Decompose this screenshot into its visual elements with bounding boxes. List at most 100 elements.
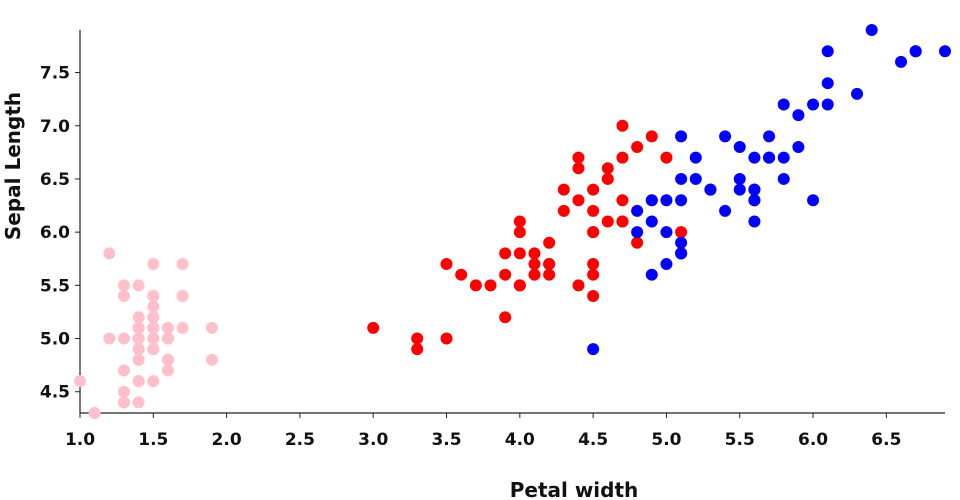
x-tick-label: 4.0 bbox=[505, 430, 535, 450]
data-point-series-2 bbox=[440, 332, 453, 345]
data-point-series-2 bbox=[587, 258, 600, 271]
data-point-series-2 bbox=[513, 247, 526, 260]
data-point-series-3 bbox=[733, 183, 746, 196]
x-tick-label: 6.5 bbox=[871, 430, 901, 450]
data-point-series-3 bbox=[821, 77, 834, 90]
y-tick-label: 6.5 bbox=[40, 170, 70, 190]
data-point-series-2 bbox=[557, 204, 570, 217]
data-point-series-2 bbox=[367, 321, 380, 334]
data-point-series-2 bbox=[411, 332, 424, 345]
data-point-series-2 bbox=[587, 183, 600, 196]
data-point-series-3 bbox=[660, 226, 673, 239]
data-point-series-3 bbox=[865, 24, 878, 36]
data-point-series-2 bbox=[528, 247, 541, 260]
data-point-series-2 bbox=[660, 151, 673, 164]
data-point-series-2 bbox=[572, 151, 585, 164]
data-point-series-1 bbox=[147, 375, 160, 388]
data-point-series-2 bbox=[411, 343, 424, 356]
data-point-series-2 bbox=[440, 258, 453, 271]
data-point-series-3 bbox=[821, 98, 834, 111]
data-point-series-3 bbox=[895, 55, 908, 68]
data-point-series-2 bbox=[513, 279, 526, 292]
y-tick-label: 7.0 bbox=[40, 117, 70, 137]
data-point-series-1 bbox=[117, 332, 130, 345]
data-point-series-2 bbox=[616, 194, 629, 207]
x-tick-label: 1.0 bbox=[65, 430, 95, 450]
data-point-series-3 bbox=[792, 109, 805, 122]
data-point-series-3 bbox=[689, 172, 702, 185]
data-point-series-3 bbox=[719, 204, 732, 217]
data-point-series-1 bbox=[147, 311, 160, 324]
data-point-series-1 bbox=[132, 353, 145, 366]
data-point-series-1 bbox=[132, 311, 145, 324]
x-tick-label: 2.5 bbox=[285, 430, 315, 450]
x-tick-label: 2.0 bbox=[212, 430, 242, 450]
data-point-series-3 bbox=[675, 172, 688, 185]
data-point-series-1 bbox=[147, 332, 160, 345]
data-point-series-3 bbox=[939, 45, 951, 58]
data-point-series-2 bbox=[601, 172, 614, 185]
data-point-series-3 bbox=[777, 98, 790, 111]
data-point-series-3 bbox=[748, 194, 761, 207]
data-point-series-1 bbox=[205, 353, 218, 366]
data-point-series-3 bbox=[821, 45, 834, 58]
data-point-series-1 bbox=[132, 279, 145, 292]
data-point-series-3 bbox=[748, 183, 761, 196]
data-point-series-1 bbox=[103, 332, 116, 345]
data-point-series-3 bbox=[851, 87, 864, 100]
data-point-series-3 bbox=[704, 183, 717, 196]
data-point-series-2 bbox=[616, 151, 629, 164]
data-point-series-3 bbox=[733, 172, 746, 185]
data-point-series-1 bbox=[161, 332, 174, 345]
data-point-series-3 bbox=[631, 226, 644, 239]
x-tick-label: 6.0 bbox=[798, 430, 828, 450]
data-point-series-1 bbox=[74, 375, 86, 388]
y-tick-label: 5.0 bbox=[40, 330, 70, 350]
y-axis-title: Sepal Length bbox=[1, 92, 25, 240]
data-point-series-2 bbox=[513, 215, 526, 228]
data-point-series-1 bbox=[147, 300, 160, 313]
data-point-series-2 bbox=[543, 258, 556, 271]
y-tick-label: 4.5 bbox=[40, 383, 70, 403]
x-tick-label: 5.0 bbox=[651, 430, 681, 450]
data-point-series-2 bbox=[587, 289, 600, 302]
data-point-series-3 bbox=[807, 98, 820, 111]
data-point-series-2 bbox=[484, 279, 497, 292]
x-tick-label: 3.5 bbox=[431, 430, 461, 450]
x-tick-label: 3.0 bbox=[358, 430, 388, 450]
data-point-series-2 bbox=[572, 194, 585, 207]
data-point-series-1 bbox=[117, 364, 130, 377]
data-point-series-3 bbox=[675, 236, 688, 249]
data-point-series-1 bbox=[103, 247, 116, 260]
data-point-series-2 bbox=[499, 311, 512, 324]
data-point-series-1 bbox=[147, 289, 160, 302]
data-point-series-2 bbox=[557, 183, 570, 196]
data-point-series-2 bbox=[572, 162, 585, 175]
data-point-series-1 bbox=[147, 321, 160, 334]
data-point-series-2 bbox=[528, 268, 541, 281]
data-point-series-2 bbox=[587, 268, 600, 281]
data-point-series-2 bbox=[631, 141, 644, 154]
data-point-series-1 bbox=[132, 321, 145, 334]
data-point-series-2 bbox=[499, 268, 512, 281]
data-point-series-2 bbox=[587, 204, 600, 217]
data-point-series-1 bbox=[176, 258, 189, 271]
y-tick-label: 6.0 bbox=[40, 223, 70, 243]
data-point-series-1 bbox=[161, 321, 174, 334]
data-point-series-2 bbox=[616, 119, 629, 132]
y-tick-label: 7.5 bbox=[40, 64, 70, 84]
data-point-series-1 bbox=[132, 375, 145, 388]
data-point-series-3 bbox=[689, 151, 702, 164]
data-point-series-1 bbox=[176, 321, 189, 334]
data-point-series-2 bbox=[645, 130, 658, 143]
data-point-series-3 bbox=[645, 194, 658, 207]
data-point-series-2 bbox=[513, 226, 526, 239]
data-point-series-3 bbox=[645, 268, 658, 281]
data-point-series-1 bbox=[117, 396, 130, 409]
data-point-series-2 bbox=[469, 279, 482, 292]
data-point-series-3 bbox=[909, 45, 922, 58]
data-point-series-1 bbox=[117, 385, 130, 398]
data-point-series-3 bbox=[660, 258, 673, 271]
data-point-series-1 bbox=[176, 289, 189, 302]
